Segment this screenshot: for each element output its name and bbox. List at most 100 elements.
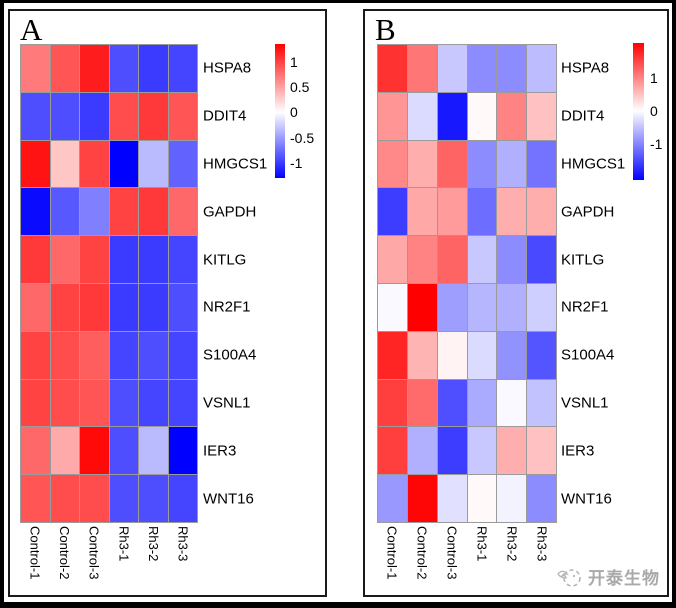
heatmap-cell <box>497 92 527 140</box>
heatmap-cell <box>80 475 109 522</box>
heatmap-cell <box>378 92 407 140</box>
heatmap-cell <box>168 427 197 475</box>
heatmap-cell <box>168 475 197 522</box>
watermark: 开泰生物 <box>557 564 660 589</box>
heatmap-cell <box>109 140 138 188</box>
heatmap-cell <box>407 379 437 427</box>
heatmap-cell <box>80 379 109 427</box>
heatmap-cell <box>378 379 407 427</box>
heatmap-cell <box>50 45 79 92</box>
heatmap-cell <box>50 92 79 140</box>
heatmap-cell <box>21 283 50 331</box>
heatmap-cell <box>407 188 437 236</box>
heatmap-cell <box>497 140 527 188</box>
heatmap-cell <box>80 427 109 475</box>
heatmap-cell <box>109 331 138 379</box>
heatmap-cell <box>378 188 407 236</box>
heatmap-cell <box>21 188 50 236</box>
heatmap-cell <box>467 283 497 331</box>
heatmap-cell <box>21 236 50 283</box>
heatmap-cell <box>21 379 50 427</box>
heatmap-cell <box>407 45 437 92</box>
heatmap-cell <box>109 45 138 92</box>
panel-b-letter: B <box>375 12 396 47</box>
heatmap-cell <box>467 140 497 188</box>
colorbar-tick-label: -0.5 <box>290 129 315 146</box>
heatmap-cell <box>407 236 437 283</box>
heatmap-cell <box>378 475 407 522</box>
heatmap-cell <box>50 236 79 283</box>
heatmap-cell <box>109 475 138 522</box>
heatmap-cell <box>378 331 407 379</box>
heatmap-cell <box>50 475 79 522</box>
heatmap-cell <box>497 188 527 236</box>
heatmap-cell <box>80 283 109 331</box>
heatmap-cell <box>139 427 168 475</box>
gene-label: DDIT4 <box>561 107 605 125</box>
heatmap-cell <box>50 283 79 331</box>
heatmap-cell <box>497 331 527 379</box>
heatmap-cell <box>527 45 556 92</box>
heatmap-cell <box>139 331 168 379</box>
heatmap-cell <box>168 379 197 427</box>
heatmap-cell <box>21 331 50 379</box>
gene-label: HSPA8 <box>203 59 252 77</box>
heatmap-cell <box>50 379 79 427</box>
colorbar-b <box>633 43 644 180</box>
gene-label: HMGCS1 <box>561 155 626 173</box>
heatmap-cell <box>109 92 138 140</box>
heatmap-cell <box>139 379 168 427</box>
sample-label: Control-1 <box>27 526 43 580</box>
colorbar-tick-label: -1 <box>290 154 303 171</box>
heatmap-cell <box>21 92 50 140</box>
heatmap-cell <box>80 140 109 188</box>
heatmap-cell <box>437 140 467 188</box>
heatmap-cell <box>139 283 168 331</box>
heatmap-cell <box>109 427 138 475</box>
heatmap-cell <box>437 236 467 283</box>
sample-label: Rh3-2 <box>146 526 161 562</box>
gene-label: NR2F1 <box>203 298 251 316</box>
heatmap-cell <box>407 475 437 522</box>
heatmap-cell <box>80 45 109 92</box>
heatmap-cell <box>21 45 50 92</box>
heatmap-cell <box>467 475 497 522</box>
gene-label: S100A4 <box>203 346 257 364</box>
gene-label: IER3 <box>561 442 595 460</box>
heatmap-cell <box>407 140 437 188</box>
sample-label: Rh3-3 <box>175 526 191 562</box>
heatmap-cell <box>437 427 467 475</box>
heatmap-cell <box>527 475 556 522</box>
heatmap-cell <box>437 283 467 331</box>
heatmap-cell <box>527 188 556 236</box>
heatmap-cell <box>80 188 109 236</box>
panel-a-letter: A <box>20 12 43 47</box>
heatmap-cell <box>407 427 437 475</box>
heatmap-cell <box>437 92 467 140</box>
colorbar-tick-label: 1 <box>290 53 298 70</box>
heatmap-cell <box>21 475 50 522</box>
heatmap-cell <box>139 45 168 92</box>
heatmap-cell <box>437 45 467 92</box>
heatmap-cell <box>378 283 407 331</box>
heatmap-cell <box>527 331 556 379</box>
heatmap-cell <box>139 140 168 188</box>
heatmap-cell <box>527 140 556 188</box>
heatmap-cell <box>109 236 138 283</box>
heatmap-cell <box>467 45 497 92</box>
heatmap-b <box>377 44 557 523</box>
heatmap-cell <box>467 188 497 236</box>
gene-label: HMGCS1 <box>203 155 268 173</box>
heatmap-cell <box>467 427 497 475</box>
heatmap-cell <box>139 475 168 522</box>
heatmap-cell <box>467 379 497 427</box>
gene-label: KITLG <box>203 251 247 269</box>
heatmap-cell <box>109 188 138 236</box>
heatmap-cell <box>407 92 437 140</box>
colorbar-tick-label: 0 <box>650 102 658 119</box>
colorbar-tick-label: 0.5 <box>290 78 310 95</box>
heatmap-cell <box>437 188 467 236</box>
heatmap-cell <box>109 379 138 427</box>
heatmap-cell <box>168 283 197 331</box>
heatmap-cell <box>497 283 527 331</box>
